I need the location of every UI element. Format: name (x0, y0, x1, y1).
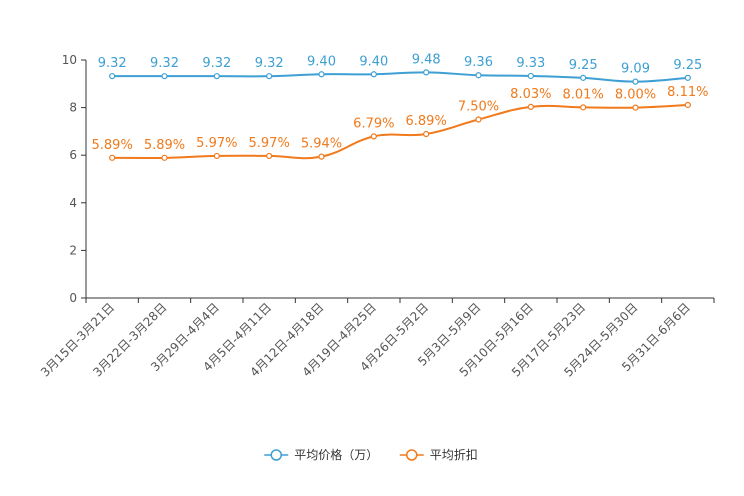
y-tick-label: 6 (69, 148, 77, 162)
series-0-data-label: 9.40 (307, 54, 336, 69)
series-1-point[interactable] (423, 130, 430, 138)
series-1-data-label: 7.50% (458, 100, 499, 115)
series-0-data-label: 9.36 (464, 55, 493, 70)
series-0-data-label: 9.32 (202, 56, 231, 71)
series-1-data-label: 5.94% (301, 137, 342, 152)
legend-label: 平均折扣 (430, 447, 478, 462)
series-1-data-label: 5.89% (92, 138, 133, 153)
series-1-point[interactable] (475, 116, 482, 123)
series-1-line (112, 103, 688, 160)
series-1-data-label: 8.01% (563, 87, 604, 102)
series-0-point[interactable] (632, 78, 639, 85)
series-1-point[interactable] (370, 133, 377, 140)
series-0-data-label: 9.32 (255, 56, 284, 71)
y-tick-label: 4 (69, 196, 77, 210)
series-0-data-label: 9.32 (150, 56, 179, 71)
series-1-data-label: 6.79% (353, 116, 394, 131)
series-0-data-label: 9.25 (673, 58, 702, 73)
series-0-point[interactable] (370, 71, 377, 78)
series-1-data-label: 5.97% (196, 136, 237, 151)
series-0-point[interactable] (109, 73, 116, 80)
series-1-point[interactable] (109, 154, 116, 161)
legend-circle-icon (270, 449, 282, 461)
y-tick-label: 2 (69, 243, 77, 257)
series-0-line (112, 71, 688, 83)
series-1-point[interactable] (266, 152, 273, 160)
legend-circle-icon (406, 449, 418, 461)
y-tick-label: 0 (69, 291, 77, 305)
series-0-data-label: 9.25 (569, 58, 598, 73)
series-0-data-label: 9.48 (412, 52, 441, 67)
y-tick-label: 10 (62, 53, 77, 67)
series-0-point[interactable] (266, 73, 273, 80)
series-0-point[interactable] (475, 72, 482, 79)
series-0-point[interactable] (213, 73, 220, 80)
series-0-point[interactable] (318, 71, 325, 78)
series-1-point[interactable] (632, 104, 639, 111)
series-0-data-label: 9.32 (98, 56, 127, 71)
series-0-data-label: 9.09 (621, 62, 650, 77)
series-1-data-label: 5.89% (144, 138, 185, 153)
series-1-point[interactable] (161, 154, 168, 161)
series-0-data-label: 9.33 (516, 56, 545, 71)
series-0-point[interactable] (580, 74, 587, 81)
legend-item-1[interactable]: 平均折扣 (399, 447, 478, 462)
legend-label: 平均价格（万） (294, 447, 378, 462)
series-1-point[interactable] (318, 153, 325, 160)
series-1-point[interactable] (213, 152, 220, 160)
series-1-data-label: 6.89% (406, 114, 447, 129)
series-0-data-label: 9.40 (359, 54, 388, 69)
series-1-point[interactable] (580, 104, 587, 111)
series-1-data-label: 5.97% (249, 136, 290, 151)
series-0-point[interactable] (423, 69, 430, 76)
series-0-point[interactable] (684, 74, 691, 81)
series-1-data-label: 8.00% (615, 88, 656, 103)
series-1-data-label: 8.03% (510, 87, 551, 102)
series-0-point[interactable] (527, 72, 534, 80)
series-1-point[interactable] (527, 103, 534, 110)
series-0-point[interactable] (161, 73, 168, 80)
series-1-data-label: 8.11% (667, 85, 708, 100)
series-1-point[interactable] (684, 101, 691, 109)
legend-item-0[interactable]: 平均价格（万） (264, 447, 378, 462)
y-tick-label: 8 (69, 101, 77, 115)
